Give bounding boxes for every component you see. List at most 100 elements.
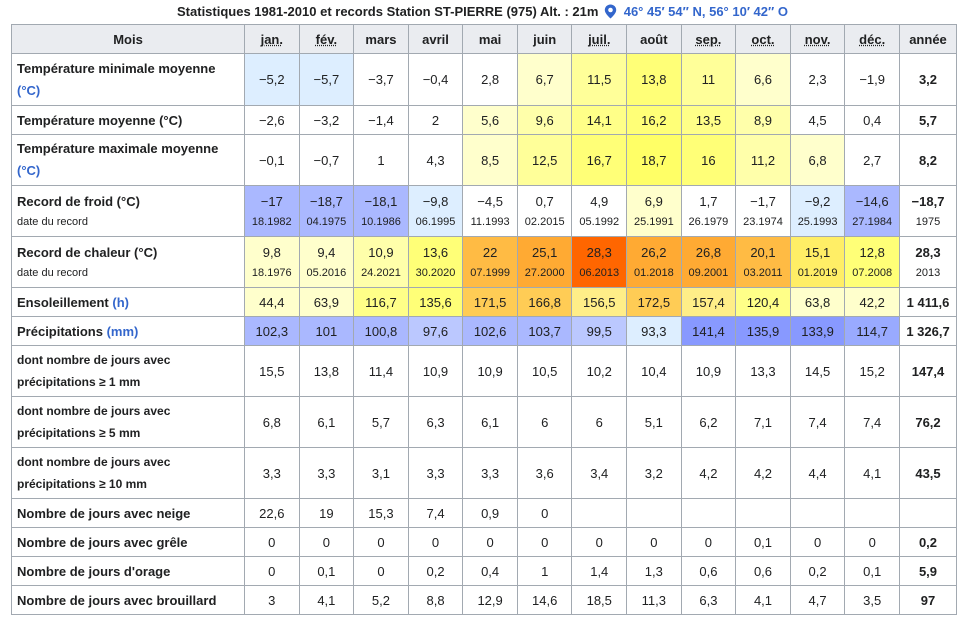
row-label: dont nombre de jours avec précipitations … [11,345,245,397]
data-cell: 6 [516,396,573,448]
month-header[interactable]: sep. [680,24,737,54]
month-header[interactable]: nov. [789,24,846,54]
cell-date: 03.2011 [743,267,783,279]
data-cell: 0,6 [735,556,791,586]
data-cell: 6,1 [462,396,518,448]
cell-date: 01.2018 [633,267,674,279]
row-label: dont nombre de jours avec précipitations … [11,447,245,499]
data-cell: 156,5 [571,287,628,317]
data-cell: 4,5 [789,105,846,135]
data-cell: −3,2 [298,105,355,135]
cell-value: 15,1 [804,245,831,260]
data-cell: 10,9 [680,345,737,397]
cell-value: −18,7 [309,194,343,209]
row-label-text: Record de chaleur (°C) [17,245,158,260]
month-header[interactable]: oct. [735,24,791,54]
data-cell: 6,6 [735,53,791,106]
data-cell: 0,7 02.2015 [516,185,573,237]
data-cell: 16,2 [626,105,682,135]
data-cell [571,498,628,528]
annual-value: 28,3 [915,245,941,260]
unit-link[interactable]: (°C) [17,163,41,178]
data-cell: 0 [298,527,355,557]
unit-link[interactable]: (h) [112,294,129,310]
data-cell: 8,9 [735,105,791,135]
data-cell: −0,1 [244,134,300,186]
data-cell: 0 [244,527,300,557]
data-cell: −0,7 [298,134,355,186]
data-cell: 1,4 [571,556,628,586]
data-cell: 0 [516,498,573,528]
data-cell: −1,9 [844,53,900,106]
table-row: Record de chaleur (°C) date du record 9,8 1… [11,236,957,288]
cell-value: 10,9 [368,245,394,260]
table-row: dont nombre de jours avec précipitations … [11,396,957,448]
data-cell: 0,9 [462,498,518,528]
data-cell: 101 [298,316,355,346]
row-label: Nombre de jours d'orage [11,556,245,586]
row-label: Nombre de jours avec brouillard [11,585,245,615]
row-label-line1: dont nombre de jours avec [17,353,171,367]
month-header[interactable]: déc. [844,24,900,54]
month-header: août [626,24,682,54]
cell-value: −9,8 [422,194,449,209]
month-header-label: Mois [11,24,245,54]
table-row: Nombre de jours avec grêle 0 0 0 0 0 0 0 0 0 0,1 0 0… [11,527,957,557]
cell-date: 25.1993 [797,216,838,228]
data-cell: 20,1 03.2011 [735,236,791,288]
data-cell: 6,9 25.1991 [626,185,682,237]
data-cell: 2 [407,105,464,135]
data-cell: 0 [407,527,464,557]
data-cell: 102,6 [462,316,518,346]
data-cell: 14,6 [516,585,573,615]
caption-title: Statistiques 1981-2010 et records Statio… [177,4,599,19]
data-cell: 0,4 [462,556,518,586]
annual-cell: 5,9 [899,556,957,586]
data-cell: 2,8 [462,53,518,106]
map-pin-icon[interactable] [604,3,617,19]
data-cell: 0,1 [844,556,900,586]
data-cell: 13,6 30.2020 [407,236,464,288]
data-cell: 0 [789,527,846,557]
cell-value: −9,2 [804,194,831,209]
month-header[interactable]: jan. [244,24,300,54]
unit-link[interactable]: (mm) [106,323,139,339]
month-header[interactable]: fév. [298,24,355,54]
data-cell: −5,7 [298,53,355,106]
data-cell: 13,8 [626,53,682,106]
data-cell: 114,7 [844,316,900,346]
cell-value: 4,9 [590,194,609,209]
table-caption: Statistiques 1981-2010 et records Statio… [0,0,965,24]
data-cell: 12,8 07.2008 [844,236,900,288]
row-label-text: Précipitations [17,323,103,339]
data-cell: 63,9 [298,287,355,317]
data-cell: 26,8 09.2001 [680,236,737,288]
data-cell: 8,5 [462,134,518,186]
table-row: Nombre de jours d'orage 0 0,1 0 0,2 0,4 1 1,4 1,… [11,556,957,586]
row-label: Température maximale moyenne (°C) [11,134,245,186]
data-cell: 5,6 [462,105,518,135]
month-header[interactable]: juil. [571,24,628,54]
data-cell: 0,6 [680,556,737,586]
data-cell [844,498,900,528]
data-cell: 11 [680,53,737,106]
annual-cell: 76,2 [899,396,957,448]
data-cell [626,498,682,528]
cell-date: 18.1982 [251,216,292,228]
data-cell: 3,3 [298,447,355,499]
header-row: Mois jan. fév. mars avril mai juin juil.… [11,24,957,54]
table-row: Température maximale moyenne (°C) −0,1 −0,… [11,134,957,186]
data-cell: 0 [516,527,573,557]
row-label-text: Nombre de jours d'orage [17,563,171,579]
cell-value: 1,7 [699,194,718,209]
table-row: dont nombre de jours avec précipitations … [11,447,957,499]
data-cell: 0,2 [407,556,464,586]
coordinates-link[interactable]: 46° 45′ 54″ N, 56° 10′ 42″ O [623,4,788,19]
data-cell [789,498,846,528]
data-cell: 42,2 [844,287,900,317]
data-cell: 10,5 [516,345,573,397]
data-cell: 10,2 [571,345,628,397]
unit-link[interactable]: (°C) [17,82,41,98]
data-cell: 9,8 18.1976 [244,236,300,288]
row-label-text: Température minimale moyenne [17,60,216,76]
